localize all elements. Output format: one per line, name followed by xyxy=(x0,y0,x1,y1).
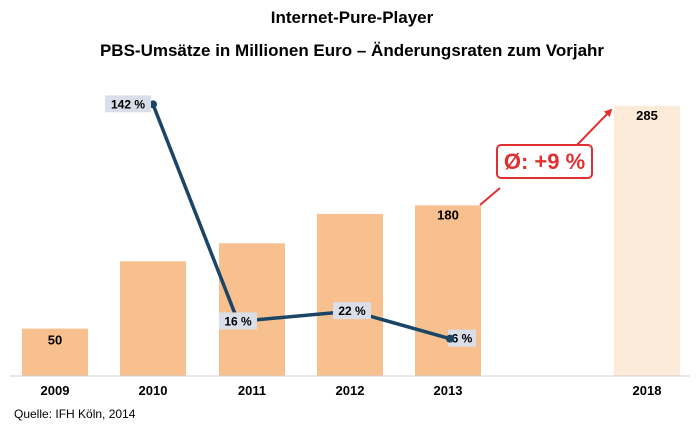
x-tick-group: 2009 2010 2011 2012 2013 2018 xyxy=(41,383,662,398)
bar-2012 xyxy=(317,213,383,376)
average-growth-label: Ø: +9 % xyxy=(504,149,585,174)
average-growth-box xyxy=(496,144,593,179)
change-rate-label-2010: 142 % xyxy=(111,97,145,111)
change-rate-label-2011: 16 % xyxy=(224,314,252,328)
change-rate-label-2012: 22 % xyxy=(338,304,366,318)
bar-value-label-group: 50 180 285 xyxy=(48,108,658,348)
bar-value-label-2009: 50 xyxy=(48,333,62,348)
source-note: Quelle: IFH Köln, 2014 xyxy=(14,407,136,421)
bar-2011 xyxy=(219,243,285,376)
bar-2009 xyxy=(22,328,88,376)
change-rate-label-bg-2013 xyxy=(448,329,476,347)
bar-2018 xyxy=(614,105,680,376)
chart-title: Internet-Pure-Player xyxy=(271,8,434,27)
change-rate-polyline xyxy=(151,102,452,341)
x-tick-2018: 2018 xyxy=(633,383,662,398)
x-tick-2011: 2011 xyxy=(238,383,266,398)
trend-arrow: Ø: +9 % xyxy=(479,108,613,206)
trend-arrow-upper xyxy=(576,108,613,146)
x-tick-2013: 2013 xyxy=(434,383,463,398)
change-rate-label-bg-2010 xyxy=(105,95,151,113)
x-tick-2012: 2012 xyxy=(336,383,365,398)
bar-2010 xyxy=(120,261,186,376)
change-rate-point-overlay xyxy=(446,334,454,343)
change-rate-label-bg-2011 xyxy=(219,312,257,330)
trend-arrow-lower xyxy=(479,187,501,206)
bar-group xyxy=(22,105,680,376)
change-rate-label-2013: 6 % xyxy=(452,332,473,346)
change-rate-label-bg-2012 xyxy=(333,302,371,320)
chart-subtitle: PBS-Umsätze in Millionen Euro – Änderung… xyxy=(100,41,604,60)
change-rate-line: 142 % 16 % 22 % 6 % xyxy=(105,95,476,347)
x-tick-2009: 2009 xyxy=(41,383,70,398)
bar-2013 xyxy=(415,205,481,376)
bar-value-label-2013: 180 xyxy=(437,207,459,222)
x-tick-2010: 2010 xyxy=(139,383,168,398)
bar-value-label-2018: 285 xyxy=(636,108,658,123)
